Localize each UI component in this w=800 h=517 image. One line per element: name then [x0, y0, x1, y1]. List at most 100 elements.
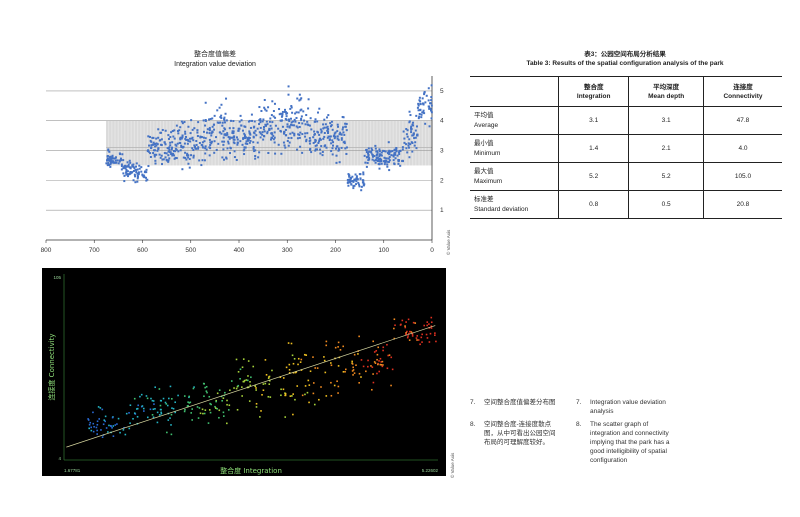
deviation-point — [236, 141, 239, 144]
scatter-point — [207, 422, 210, 424]
deviation-point — [191, 128, 194, 131]
deviation-point — [342, 126, 345, 129]
deviation-point — [271, 133, 274, 136]
deviation-point — [190, 154, 193, 157]
deviation-point — [430, 109, 433, 112]
scatter-point — [308, 384, 311, 386]
scatter-point — [146, 416, 149, 419]
scatter-point — [158, 388, 161, 390]
deviation-point — [224, 128, 227, 131]
scatter-point — [323, 356, 325, 358]
deviation-point — [413, 137, 416, 140]
scatter-point — [434, 332, 436, 334]
deviation-point — [408, 110, 411, 113]
scatter-point — [318, 398, 320, 401]
scatter-point — [132, 418, 134, 420]
deviation-point — [258, 106, 261, 109]
deviation-point — [329, 122, 332, 125]
deviation-point — [430, 104, 433, 107]
deviation-point — [412, 134, 415, 137]
deviation-point — [287, 85, 290, 88]
deviation-point — [355, 180, 358, 183]
deviation-point — [298, 93, 301, 96]
deviation-point — [266, 132, 269, 135]
deviation-point — [120, 165, 123, 168]
deviation-point — [155, 137, 158, 140]
deviation-point — [221, 156, 224, 159]
scatter-point — [291, 395, 293, 397]
deviation-point — [349, 179, 352, 182]
deviation-point — [246, 138, 249, 141]
deviation-point — [268, 127, 271, 130]
deviation-point — [373, 159, 376, 162]
scatter-point — [367, 359, 369, 362]
deviation-point — [401, 160, 404, 163]
value-axis-note: © Value Axis — [445, 229, 451, 255]
deviation-point — [383, 159, 386, 162]
deviation-point — [136, 168, 139, 171]
deviation-point — [202, 130, 205, 133]
deviation-point — [198, 159, 201, 162]
scatter-point — [158, 414, 161, 416]
deviation-point — [196, 135, 199, 138]
deviation-chart-title: 整合度值偏差 Integration value deviation — [150, 50, 280, 70]
scatter-point — [307, 379, 310, 382]
deviation-point — [384, 157, 387, 160]
deviation-point — [158, 139, 161, 142]
deviation-point — [125, 171, 128, 174]
deviation-point — [132, 163, 135, 166]
deviation-point — [321, 154, 324, 157]
deviation-point — [186, 152, 189, 155]
scatter-point — [365, 370, 367, 373]
deviation-point — [253, 120, 256, 123]
deviation-point — [248, 130, 251, 133]
deviation-point — [313, 133, 316, 136]
scatter-point — [430, 316, 433, 319]
deviation-point — [126, 173, 129, 176]
deviation-point — [383, 150, 386, 153]
deviation-point — [210, 134, 213, 137]
deviation-point — [288, 126, 291, 129]
deviation-point — [152, 143, 155, 146]
deviation-point — [388, 151, 391, 154]
deviation-point — [301, 122, 304, 125]
deviation-point — [272, 134, 275, 137]
scatter-point — [96, 420, 99, 423]
scatter-point — [260, 410, 262, 412]
scatter-point — [167, 397, 170, 400]
deviation-point — [109, 157, 112, 160]
deviation-point — [380, 154, 383, 157]
deviation-point — [318, 140, 321, 143]
deviation-point — [154, 159, 157, 162]
scatter-point — [404, 325, 406, 327]
deviation-point — [306, 132, 309, 135]
deviation-point — [148, 135, 151, 138]
scatter-point — [101, 408, 104, 411]
scatter-point — [374, 362, 377, 364]
scatter-point — [337, 341, 340, 344]
scatter-point — [429, 332, 432, 335]
deviation-point — [335, 161, 338, 164]
deviation-point — [309, 139, 312, 142]
deviation-point — [204, 137, 207, 140]
scatter-point — [379, 357, 382, 360]
scatter-point — [109, 424, 112, 427]
deviation-point — [416, 134, 419, 137]
deviation-point — [261, 120, 264, 123]
deviation-point — [236, 138, 239, 141]
scatter-point — [191, 408, 193, 410]
deviation-point — [227, 140, 230, 143]
deviation-point — [208, 128, 211, 131]
deviation-point — [227, 142, 230, 145]
scatter-point — [386, 343, 388, 346]
deviation-point — [222, 143, 225, 146]
deviation-point — [171, 141, 174, 144]
deviation-point — [252, 131, 255, 134]
deviation-point — [232, 127, 235, 130]
deviation-point — [189, 140, 192, 143]
deviation-point — [374, 161, 377, 164]
deviation-point — [323, 145, 326, 148]
deviation-point — [260, 109, 263, 112]
deviation-point — [316, 148, 319, 151]
deviation-point — [126, 165, 129, 168]
